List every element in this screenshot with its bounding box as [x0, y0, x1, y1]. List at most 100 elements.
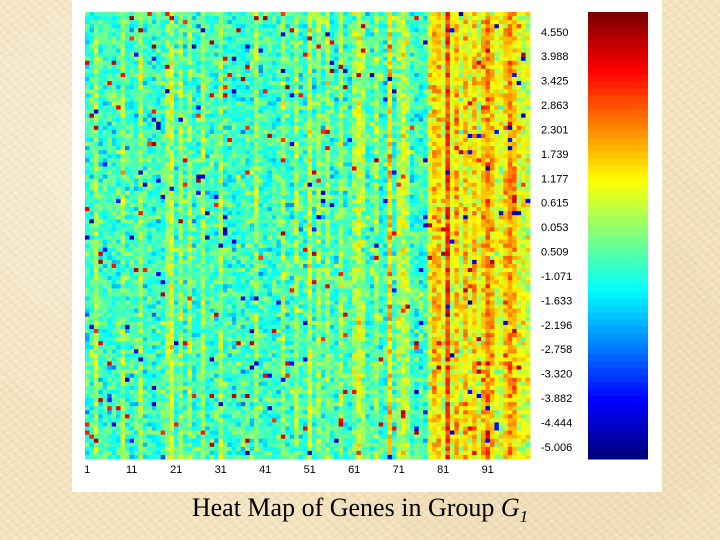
heatmap-cell: [276, 410, 282, 415]
heatmap-cell: [120, 28, 126, 33]
heatmap-cell: [263, 280, 268, 285]
heatmap-cell: [142, 255, 148, 261]
heatmap-cell: [236, 377, 242, 383]
heatmap-cell: [263, 198, 268, 204]
heatmap-cell: [245, 101, 251, 106]
heatmap-cell: [249, 333, 255, 338]
heatmap-cell: [271, 101, 277, 106]
heatmap-cell: [249, 178, 255, 184]
heatmap-cell: [111, 337, 117, 342]
heatmap-cell: [111, 422, 117, 427]
heatmap-cell: [169, 430, 175, 436]
heatmap-cell: [214, 239, 219, 245]
heatmap-cell: [142, 137, 148, 143]
heatmap-cell: [138, 235, 144, 240]
heatmap-cell: [156, 85, 162, 90]
heatmap-cell: [129, 125, 135, 131]
heatmap-cell: [209, 434, 215, 440]
heatmap-cell: [147, 198, 153, 204]
heatmap-cell: [249, 349, 255, 354]
heatmap-cell: [178, 377, 184, 383]
heatmap-cell: [267, 320, 273, 326]
heatmap-cell: [107, 316, 113, 322]
heatmap-cell: [98, 263, 104, 269]
heatmap-cell: [276, 450, 282, 456]
heatmap-cell: [200, 239, 206, 245]
heatmap-cell: [116, 16, 121, 21]
heatmap-cell: [93, 377, 99, 383]
heatmap-cell: [178, 117, 184, 123]
heatmap-cell: [245, 341, 251, 346]
heatmap-cell: [254, 328, 259, 334]
heatmap-cell: [187, 133, 193, 139]
heatmap-cell: [276, 365, 282, 370]
heatmap-cell: [85, 223, 90, 228]
heatmap-cell: [116, 162, 121, 167]
heatmap-cell: [147, 406, 153, 411]
heatmap-cell: [107, 349, 113, 354]
heatmap-cell: [120, 414, 126, 419]
heatmap-cell: [138, 296, 144, 301]
heatmap-cell: [222, 398, 228, 403]
heatmap-cell: [138, 454, 144, 460]
heatmap-cell: [85, 137, 90, 143]
heatmap-cell: [240, 365, 246, 370]
heatmap-cell: [205, 12, 210, 17]
heatmap-cell: [196, 109, 202, 114]
heatmap-cell: [147, 389, 153, 395]
heatmap-cell: [227, 406, 233, 411]
heatmap-cell: [156, 28, 162, 33]
heatmap-cell: [271, 105, 277, 110]
heatmap-cell: [125, 28, 130, 33]
heatmap-cell: [209, 446, 215, 452]
heatmap-cell: [240, 308, 246, 314]
heatmap-cell: [240, 263, 246, 269]
heatmap-cell: [98, 320, 104, 326]
heatmap-cell: [205, 150, 210, 155]
heatmap-cell: [98, 20, 104, 25]
heatmap-cell: [276, 72, 282, 78]
heatmap-cell: [267, 166, 273, 171]
heatmap-cell: [249, 56, 255, 62]
heatmap-cell: [227, 182, 233, 188]
heatmap-cell: [174, 117, 179, 123]
heatmap-cell: [160, 263, 166, 269]
heatmap-cell: [236, 194, 242, 200]
heatmap-cell: [200, 304, 206, 310]
heatmap-cell: [138, 170, 144, 175]
heatmap-cell: [178, 129, 184, 135]
heatmap-cell: [200, 20, 206, 25]
heatmap-cell: [147, 109, 153, 114]
heatmap-cell: [191, 81, 197, 86]
heatmap-cell: [267, 211, 273, 216]
heatmap-cell: [102, 170, 108, 175]
heatmap-cell: [249, 239, 255, 245]
heatmap-cell: [98, 44, 104, 49]
heatmap-cell: [142, 333, 148, 338]
heatmap-cell: [160, 349, 166, 354]
heatmap-cell: [280, 263, 286, 269]
heatmap-cell: [227, 426, 233, 431]
heatmap-cell: [160, 72, 166, 78]
heatmap-cell: [263, 137, 268, 143]
heatmap-cell: [125, 89, 130, 94]
heatmap-cell: [267, 150, 273, 155]
heatmap-cell: [107, 341, 113, 346]
heatmap-cell: [205, 125, 210, 131]
heatmap-cell: [147, 300, 153, 305]
heatmap-cell: [120, 402, 126, 407]
heatmap-cell: [205, 373, 210, 379]
heatmap-cell: [160, 28, 166, 33]
heatmap-cell: [271, 406, 277, 411]
heatmap-cell: [178, 97, 184, 102]
heatmap-cell: [231, 450, 237, 456]
heatmap-cell: [93, 89, 99, 94]
heatmap-cell: [102, 186, 108, 192]
heatmap-cell: [218, 190, 224, 196]
heatmap-cell: [129, 272, 135, 277]
heatmap-cell: [89, 72, 95, 78]
heatmap-cell: [93, 442, 99, 448]
heatmap-cell: [200, 308, 206, 314]
heatmap-cell: [116, 312, 121, 318]
heatmap-cell: [165, 255, 170, 261]
